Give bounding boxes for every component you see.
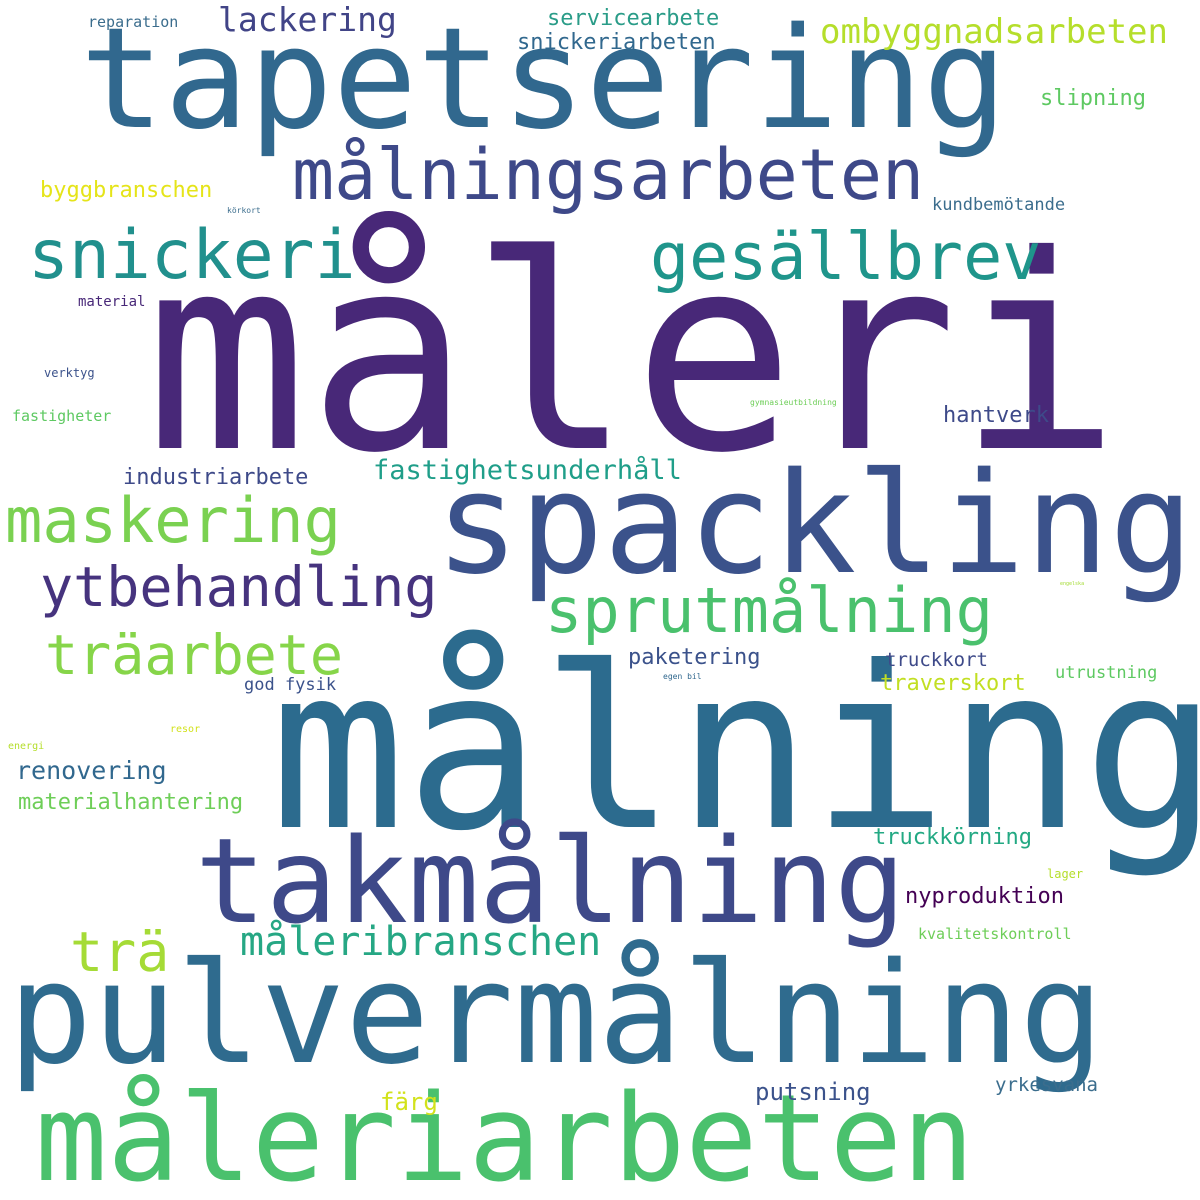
word-tapetsering: tapetsering xyxy=(80,0,1008,161)
word-maleribranschen: måleribranschen xyxy=(240,919,602,965)
word-gymnasieutbildning: gymnasieutbildning xyxy=(750,398,837,407)
word-maleri: måleri xyxy=(145,197,1121,512)
word-truckkort: truckkort xyxy=(885,649,988,671)
word-reparation: reparation xyxy=(88,13,179,31)
word-farg: färg xyxy=(380,1088,438,1116)
word-yrkesvana: yrkesvana xyxy=(995,1074,1098,1096)
word-malningsarbeten: målningsarbeten xyxy=(292,134,925,216)
word-god-fysik: god fysik xyxy=(244,675,337,695)
word-korkort: körkort xyxy=(227,206,261,215)
word-paketering: paketering xyxy=(628,645,761,670)
word-pulvermalning: pulvermålning xyxy=(8,933,1104,1096)
word-truckkorning: truckkörning xyxy=(873,825,1032,850)
word-malning: målning xyxy=(270,619,1200,881)
word-slipning: slipning xyxy=(1040,86,1146,111)
word-servicearbete: servicearbete xyxy=(547,6,720,31)
word-resor: resor xyxy=(170,724,201,735)
word-engelska: engelska xyxy=(1060,581,1085,587)
word-industriarbete: industriarbete xyxy=(123,465,309,490)
word-material: material xyxy=(78,294,146,310)
word-spackling: spackling xyxy=(435,443,1194,606)
word-verktyg: verktyg xyxy=(44,366,95,380)
word-nyproduktion: nyproduktion xyxy=(905,884,1064,909)
word-egen-bil: egen bil xyxy=(663,672,702,681)
word-ombyggnadsarbeten: ombyggnadsarbeten xyxy=(820,12,1168,52)
word-fastigheter: fastigheter xyxy=(12,407,112,425)
word-kundbemotande: kundbemötande xyxy=(932,195,1066,215)
word-tra: trä xyxy=(70,920,170,984)
word-maleriarbeten: måleriarbeten xyxy=(35,1070,975,1200)
word-maskering: maskering xyxy=(5,484,341,557)
word-byggbranschen: byggbranschen xyxy=(40,178,213,203)
word-ytbehandling: ytbehandling xyxy=(40,555,438,619)
word-gesallbrev: gesällbrev xyxy=(650,220,1042,295)
word-traarbete: träarbete xyxy=(45,623,344,687)
word-hantverk: hantverk xyxy=(943,403,1049,428)
word-takmalning: takmålning xyxy=(195,812,906,950)
word-renovering: renovering xyxy=(16,756,167,785)
word-lager: lager xyxy=(1047,867,1084,881)
word-putsning: putsning xyxy=(755,1078,871,1106)
word-snickeriarbeten: snickeriarbeten xyxy=(517,30,716,55)
word-materialhantering: materialhantering xyxy=(18,790,244,815)
word-snickeri: snickeri xyxy=(28,216,356,295)
word-sprutmalning: sprutmålning xyxy=(545,574,993,647)
word-energi: energi xyxy=(8,741,45,752)
word-traverskort: traverskort xyxy=(880,671,1026,696)
word-fastighetsunderhall: fastighetsunderhåll xyxy=(373,455,682,486)
word-utrustning: utrustning xyxy=(1055,663,1158,683)
word-kvalitetskontroll: kvalitetskontroll xyxy=(918,925,1072,943)
word-lackering: lackering xyxy=(218,0,397,39)
